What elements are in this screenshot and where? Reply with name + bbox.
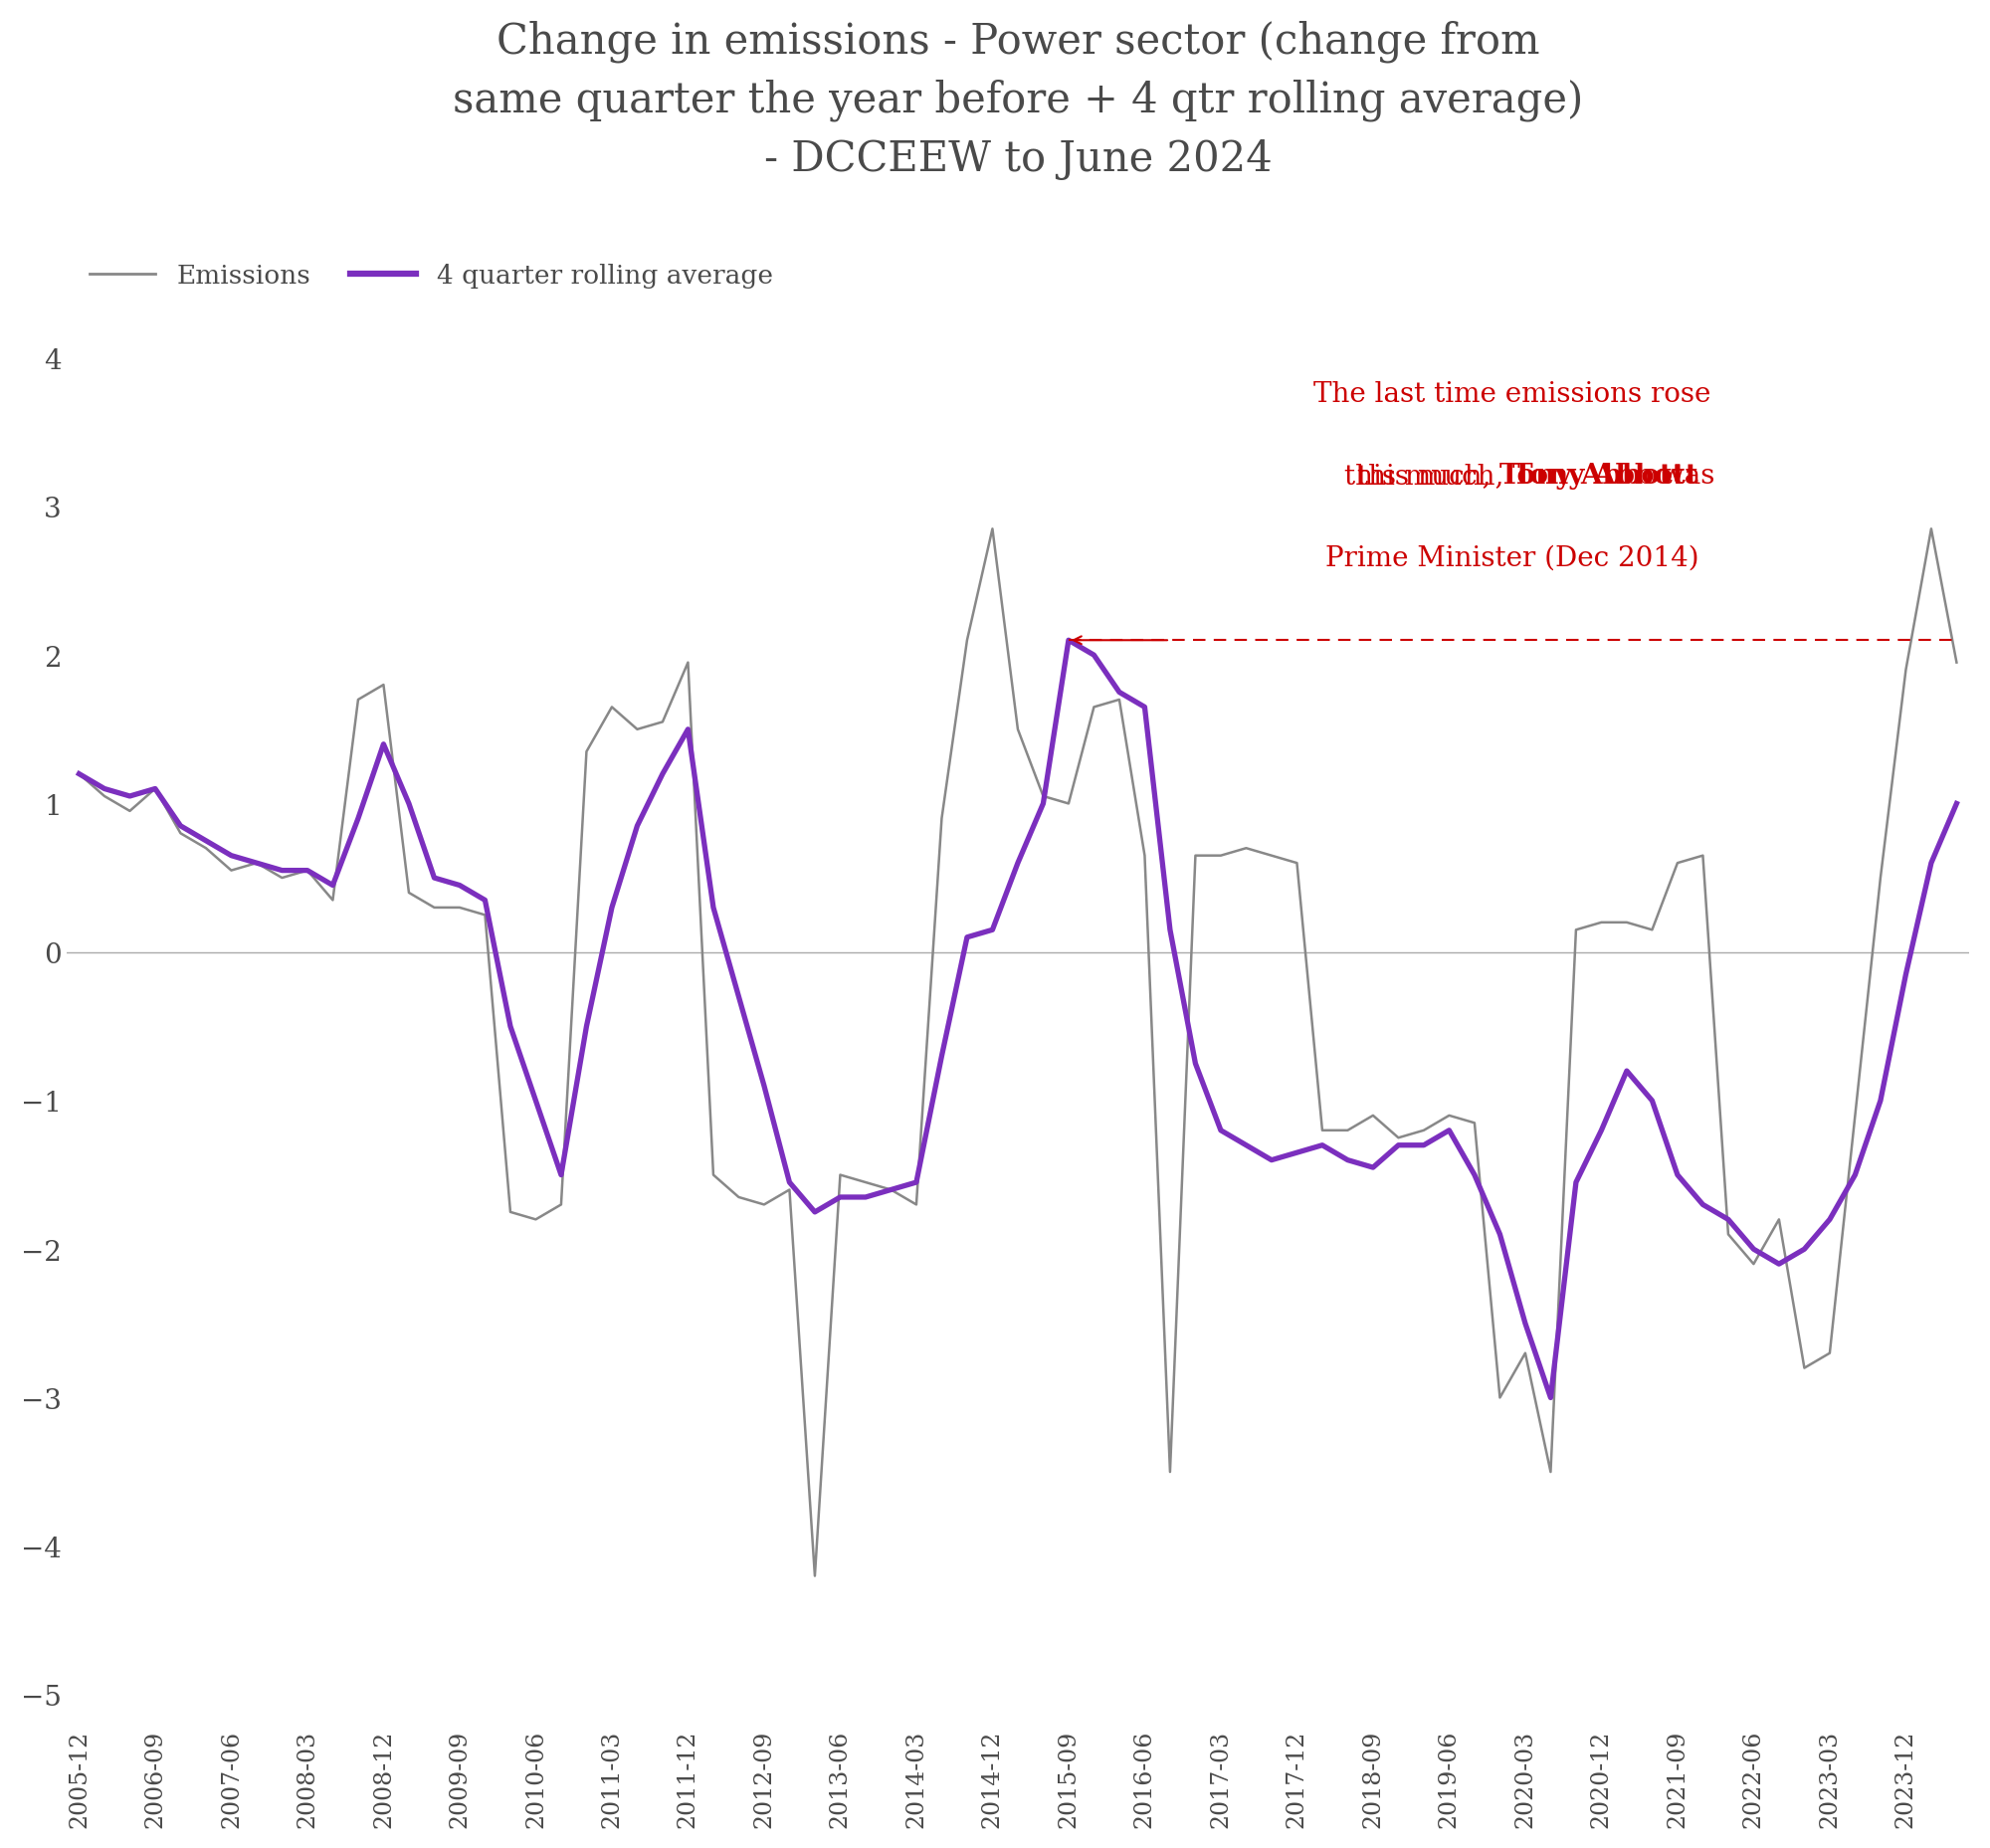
- Text: The last time emissions rose: The last time emissions rose: [1313, 381, 1711, 408]
- Line: 4 quarter rolling average: 4 quarter rolling average: [80, 641, 1956, 1397]
- Legend: Emissions, 4 quarter rolling average: Emissions, 4 quarter rolling average: [80, 253, 784, 299]
- 4 quarter rolling average: [1793, 1238, 1817, 1260]
- Emissions: [1944, 652, 1968, 675]
- Text: was: was: [1652, 462, 1715, 490]
- Emissions: [802, 1565, 826, 1587]
- Emissions: [1590, 911, 1614, 933]
- 4 quarter rolling average: [1944, 793, 1968, 815]
- Text: Prime Minister (Dec 2014): Prime Minister (Dec 2014): [1325, 545, 1699, 571]
- 4 quarter rolling average: [1590, 1120, 1614, 1142]
- Text: this much, ​Tony Abbott​ was: this much, ​Tony Abbott​ was: [1319, 462, 1705, 490]
- 4 quarter rolling average: [1057, 630, 1081, 652]
- 4 quarter rolling average: [1614, 1061, 1638, 1083]
- 4 quarter rolling average: [219, 845, 243, 867]
- 4 quarter rolling average: [1538, 1386, 1562, 1408]
- Emissions: [1614, 911, 1638, 933]
- Text: Tony Abbott: Tony Abbott: [1500, 462, 1686, 490]
- 4 quarter rolling average: [1666, 1164, 1690, 1186]
- Text: Tony Abbott: Tony Abbott: [1512, 462, 1697, 490]
- 4 quarter rolling average: [68, 763, 92, 785]
- Emissions: [219, 859, 243, 881]
- Line: Emissions: Emissions: [80, 530, 1956, 1576]
- Emissions: [1666, 852, 1690, 874]
- Text: this much,: this much,: [1357, 462, 1512, 490]
- Emissions: [1538, 1462, 1562, 1484]
- Emissions: [1793, 1356, 1817, 1379]
- Emissions: [68, 763, 92, 785]
- Text: this much,: this much,: [1345, 462, 1500, 490]
- Emissions: [981, 519, 1005, 541]
- 4 quarter rolling average: [1512, 1312, 1536, 1334]
- Title: Change in emissions - Power sector (change from
same quarter the year before + 4: Change in emissions - Power sector (chan…: [452, 20, 1584, 179]
